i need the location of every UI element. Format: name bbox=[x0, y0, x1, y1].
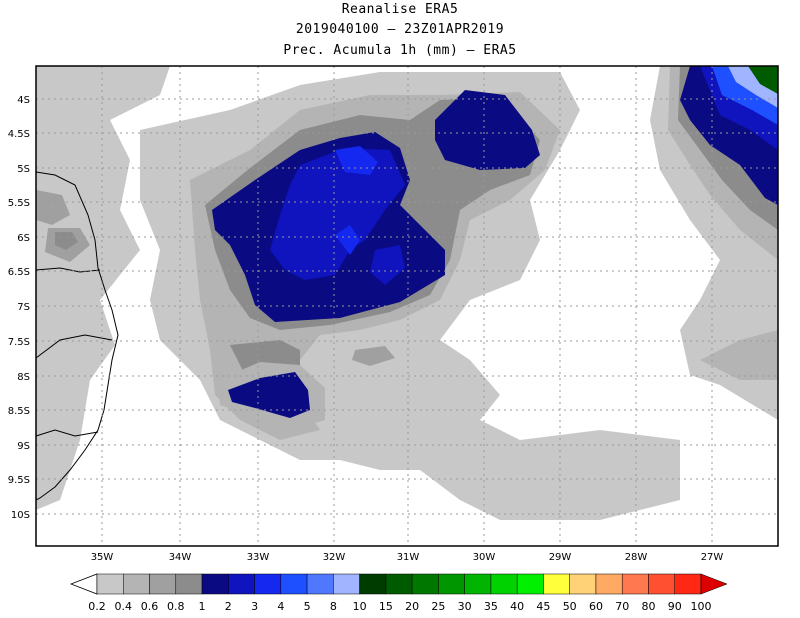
gridlines bbox=[36, 66, 778, 546]
state-border-2 bbox=[35, 334, 113, 359]
colorbar-label: 45 bbox=[536, 600, 550, 613]
precip-core-north bbox=[435, 90, 540, 170]
colorbar-label: 10 bbox=[353, 600, 367, 613]
precip-core-main-level3 bbox=[335, 146, 378, 255]
chart-title: Reanalise ERA5 bbox=[341, 2, 459, 17]
colorbar: 0.2 0.4 0.6 0.8 1 2 3 4 5 8 10 15 20 25 30 35 40 45 50 60 70… bbox=[69, 573, 728, 613]
plot-frame bbox=[35, 65, 779, 547]
precip-contour-east-south bbox=[700, 330, 778, 380]
lon-label: 34W bbox=[169, 552, 192, 563]
colorbar-over-triangle bbox=[700, 573, 728, 595]
colorbar-swatch bbox=[674, 573, 702, 595]
colorbar-swatch bbox=[175, 573, 203, 595]
colorbar-swatch bbox=[621, 573, 649, 595]
colorbar-swatch bbox=[149, 573, 177, 595]
lon-label: 31W bbox=[397, 552, 420, 563]
colorbar-label: 15 bbox=[379, 600, 393, 613]
colorbar-swatch bbox=[438, 573, 465, 595]
colorbar-swatch bbox=[595, 573, 623, 595]
lon-label: 28W bbox=[625, 552, 648, 563]
colorbar-swatch bbox=[123, 573, 150, 595]
precip-core-east-peak bbox=[748, 66, 778, 94]
colorbar-swatch bbox=[411, 573, 439, 595]
colorbar-label: 5 bbox=[304, 600, 311, 613]
colorbar-swatch bbox=[516, 573, 544, 595]
colorbar-label: 100 bbox=[691, 600, 712, 613]
colorbar-label: 8 bbox=[330, 600, 337, 613]
lat-label: 5.5S bbox=[8, 198, 30, 209]
colorbar-label: 0.2 bbox=[88, 600, 106, 613]
lat-label: 6.5S bbox=[8, 267, 30, 278]
colorbar-swatch bbox=[306, 573, 334, 595]
lat-axis: 4S 4.5S 5S 5.5S 6S 6.5S 7S 7.5S 8S 8.5S … bbox=[8, 95, 30, 521]
colorbar-label: 1 bbox=[199, 600, 206, 613]
colorbar-swatch bbox=[280, 573, 308, 595]
colorbar-label: 50 bbox=[563, 600, 577, 613]
precip-contour-south-tail bbox=[352, 346, 395, 366]
lat-label: 6S bbox=[17, 233, 30, 244]
coastline bbox=[35, 171, 119, 501]
colorbar-label: 0.4 bbox=[115, 600, 133, 613]
lon-label: 35W bbox=[91, 552, 114, 563]
colorbar-swatch bbox=[569, 573, 597, 595]
lat-label: 4S bbox=[17, 95, 30, 106]
lat-label: 8.5S bbox=[8, 406, 30, 417]
precip-core-south bbox=[228, 372, 310, 418]
precip-core-main-level2 bbox=[270, 148, 405, 285]
lon-label: 29W bbox=[549, 552, 572, 563]
lon-label: 27W bbox=[701, 552, 724, 563]
colorbar-label: 70 bbox=[615, 600, 629, 613]
colorbar-swatch bbox=[333, 573, 360, 595]
lon-label: 33W bbox=[247, 552, 270, 563]
colorbar-swatch bbox=[359, 573, 387, 595]
lat-label: 10S bbox=[11, 510, 30, 521]
colorbar-swatch bbox=[490, 573, 518, 595]
precip-field bbox=[36, 66, 778, 520]
lon-axis: 35W 34W 33W 32W 31W 30W 29W 28W 27W bbox=[91, 552, 724, 563]
colorbar-label: 90 bbox=[668, 600, 682, 613]
colorbar-label: 40 bbox=[510, 600, 524, 613]
colorbar-swatch bbox=[96, 573, 124, 595]
colorbar-label: 3 bbox=[251, 600, 258, 613]
precip-contour-west-coast bbox=[36, 66, 170, 510]
colorbar-label: 2 bbox=[225, 600, 232, 613]
lat-label: 7.5S bbox=[8, 337, 30, 348]
colorbar-swatch bbox=[254, 573, 282, 595]
lon-label: 32W bbox=[323, 552, 346, 563]
lat-label: 8S bbox=[17, 372, 30, 383]
colorbar-swatch bbox=[543, 573, 570, 595]
colorbar-swatch bbox=[201, 573, 229, 595]
lat-label: 9S bbox=[17, 441, 30, 452]
colorbar-label: 0.8 bbox=[167, 600, 185, 613]
colorbar-label: 30 bbox=[458, 600, 472, 613]
chart-variable: Prec. Acumula 1h (mm) – ERA5 bbox=[283, 43, 517, 58]
colorbar-swatch bbox=[648, 573, 675, 595]
colorbar-label: 60 bbox=[589, 600, 603, 613]
colorbar-label: 25 bbox=[431, 600, 445, 613]
colorbar-label: 0.6 bbox=[141, 600, 159, 613]
colorbar-label: 4 bbox=[277, 600, 284, 613]
colorbar-swatch bbox=[385, 573, 413, 595]
lon-label: 30W bbox=[473, 552, 496, 563]
colorbar-label: 20 bbox=[405, 600, 419, 613]
lat-label: 4.5S bbox=[8, 129, 30, 140]
chart-period: 2019040100 – 23Z01APR2019 bbox=[295, 22, 505, 37]
colorbar-swatch bbox=[464, 573, 492, 595]
colorbar-under-triangle bbox=[69, 573, 98, 595]
precip-contour-west-inner bbox=[36, 190, 90, 262]
colorbar-label: 35 bbox=[484, 600, 498, 613]
lat-label: 7S bbox=[17, 302, 30, 313]
colorbar-swatch bbox=[228, 573, 255, 595]
colorbar-label: 80 bbox=[641, 600, 655, 613]
state-border-3 bbox=[35, 429, 99, 437]
lat-label: 5S bbox=[17, 164, 30, 175]
lat-label: 9.5S bbox=[8, 475, 30, 486]
